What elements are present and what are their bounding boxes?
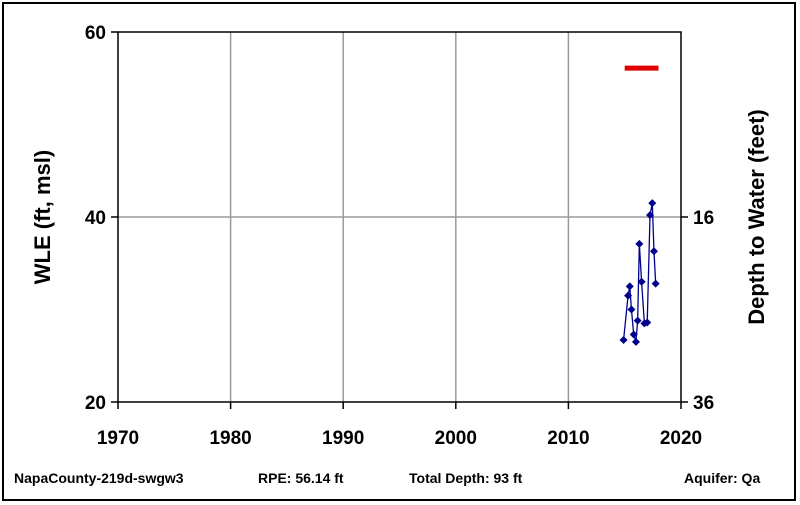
data-point <box>643 318 652 327</box>
data-point <box>624 291 633 300</box>
x-tick-label: 2010 <box>547 428 589 449</box>
footer-rpe: RPE: 56.14 ft <box>258 470 344 486</box>
y-axis-title: WLE (ft, msl) <box>30 150 55 284</box>
y2-tick-label: 36 <box>693 393 714 414</box>
data-point <box>648 199 657 208</box>
data-point <box>646 211 655 220</box>
y2-axis-title: Depth to Water (feet) <box>744 109 769 325</box>
footer-well-name: NapaCounty-219d-swgw3 <box>14 470 184 486</box>
footer-total-depth: Total Depth: 93 ft <box>409 470 523 486</box>
data-point <box>635 239 644 248</box>
data-point <box>633 316 642 325</box>
data-point <box>619 336 628 345</box>
x-tick-label: 2020 <box>660 428 702 449</box>
data-point <box>637 277 646 286</box>
y-tick-label: 40 <box>85 208 106 229</box>
x-tick-label: 1990 <box>322 428 364 449</box>
x-tick-label: 2000 <box>435 428 477 449</box>
y-tick-labels: 20 40 60 <box>85 23 106 414</box>
data-point <box>649 247 658 256</box>
data-point <box>625 282 634 291</box>
x-tick-label: 1980 <box>209 428 251 449</box>
footer-aquifer: Aquifer: Qa <box>684 470 761 486</box>
x-tick-labels: 1970 1980 1990 2000 2010 2020 <box>97 428 702 449</box>
data-point <box>631 337 640 346</box>
y-tick-label: 20 <box>85 393 106 414</box>
y-tick-label: 60 <box>85 23 106 44</box>
y2-tick-label: 16 <box>693 208 714 229</box>
grid-lines <box>118 32 681 402</box>
data-point <box>627 305 636 314</box>
series-group <box>619 199 660 346</box>
x-tick-label: 1970 <box>97 428 139 449</box>
data-point <box>651 279 660 288</box>
tick-marks <box>111 31 688 409</box>
data-point <box>629 330 638 339</box>
